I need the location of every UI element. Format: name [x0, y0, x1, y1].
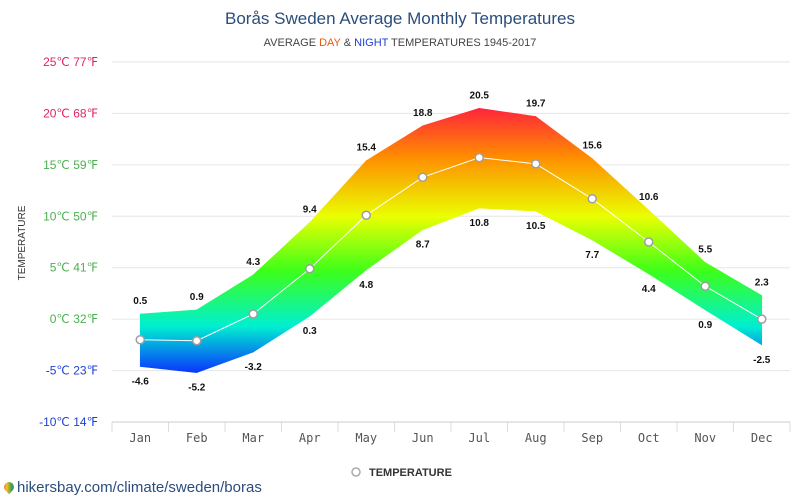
night-value-label: 0.9	[698, 320, 712, 331]
temperature-point[interactable]	[135, 334, 145, 345]
temperature-band	[139, 107, 763, 374]
day-value-label: 9.4	[303, 204, 317, 215]
temperature-band-segment	[591, 158, 650, 275]
y-tick-label: 5℃ 41℉	[50, 261, 98, 275]
x-tick-label: Apr	[299, 431, 321, 445]
y-tick-label: 15℃ 59℉	[43, 158, 98, 172]
x-axis-ticks: Jan Feb Mar Apr May Jun Jul Aug Sep Oct Nov Dec	[129, 431, 772, 445]
temperature-band-segment	[704, 262, 763, 346]
temperature-band-segment	[196, 274, 254, 374]
night-value-label: 7.7	[585, 250, 599, 261]
temperature-band-segment	[478, 107, 537, 212]
temperature-point[interactable]	[361, 210, 371, 221]
night-value-label: 10.5	[526, 221, 546, 232]
x-tick-label: Jun	[412, 431, 434, 445]
temperature-line-segment	[704, 285, 763, 320]
night-value-label: 4.8	[359, 280, 373, 291]
night-value-label: 0.3	[303, 326, 317, 337]
temperature-point[interactable]	[644, 237, 654, 247]
temperature-line-segment	[365, 176, 424, 216]
y-tick-label: 20℃ 68℉	[43, 106, 98, 120]
temperature-band-segment	[648, 209, 706, 311]
temperature-point[interactable]	[587, 194, 597, 204]
x-tick-label: Jul	[468, 431, 490, 445]
x-tick-label: Aug	[525, 431, 547, 445]
subtitle-suffix: TEMPERATURES 1945-2017	[388, 37, 536, 49]
temperature-point[interactable]	[531, 159, 541, 169]
temperature-point[interactable]	[700, 281, 710, 291]
temperature-line-segment	[591, 198, 650, 243]
y-tick-label: -10℃ 14℉	[39, 415, 98, 429]
location-pin-icon	[1, 479, 17, 495]
temperature-line-layer	[135, 152, 767, 346]
day-value-label: 4.3	[246, 257, 260, 268]
day-value-label: 0.5	[133, 296, 147, 307]
day-value-label: 15.4	[357, 143, 377, 154]
temperature-line-segment	[535, 163, 593, 200]
night-value-label: 8.7	[416, 240, 430, 251]
temperature-point[interactable]	[248, 309, 258, 319]
subtitle-prefix: AVERAGE	[264, 37, 319, 49]
source-text[interactable]: hikersbay.com/climate/sweden/boras	[17, 479, 262, 496]
day-value-label: 18.8	[413, 108, 433, 119]
temperature-line-segment	[422, 157, 480, 178]
x-tick-label: Mar	[242, 431, 264, 445]
x-tick-label: Dec	[751, 431, 773, 445]
temperature-line-segment	[196, 313, 254, 342]
day-value-label: 2.3	[755, 277, 769, 288]
day-value-label: 20.5	[470, 90, 490, 101]
x-tick-label: Oct	[638, 431, 660, 445]
subtitle-night: NIGHT	[354, 37, 389, 49]
y-tick-label: 0℃ 32℉	[50, 312, 98, 326]
x-tick-label: Sep	[581, 431, 603, 445]
y-axis-ticks: 25℃ 77℉ 20℃ 68℉ 15℃ 59℉ 10℃ 50℉ 5℃ 41℉ 0℃ 32℉…	[39, 55, 98, 429]
temperature-band-segment	[139, 309, 198, 373]
day-value-label: 19.7	[526, 99, 546, 110]
legend-marker	[351, 467, 361, 477]
temperature-point[interactable]	[418, 172, 428, 182]
x-tick-label: Feb	[186, 431, 208, 445]
night-value-label: -5.2	[188, 383, 206, 394]
temperature-point[interactable]	[192, 335, 202, 346]
subtitle-day: DAY	[319, 37, 341, 49]
temperature-band-segment	[252, 221, 311, 353]
temperature-point[interactable]	[305, 263, 315, 274]
legend[interactable]: TEMPERATURE	[351, 467, 452, 479]
temperature-line-segment	[140, 339, 197, 342]
y-tick-label: -5℃ 23℉	[46, 364, 98, 378]
day-value-label: 10.6	[639, 192, 659, 203]
x-tick-label: Jan	[129, 431, 151, 445]
y-tick-label: 10℃ 50℉	[43, 209, 98, 223]
temperature-band-segment	[422, 107, 480, 231]
y-tick-label: 25℃ 77℉	[43, 55, 98, 69]
night-value-label: -4.6	[132, 376, 150, 387]
x-tick-label: Nov	[694, 431, 716, 445]
chart-subtitle: AVERAGE DAY & NIGHT TEMPERATURES 1945-20…	[264, 37, 537, 49]
night-value-label: 4.4	[642, 284, 656, 295]
temperature-line-segment	[252, 268, 311, 315]
chart-title: Borås Sweden Average Monthly Temperature…	[225, 9, 575, 28]
temperature-point[interactable]	[757, 314, 767, 324]
temperature-line-segment	[479, 157, 536, 165]
x-tick-label: May	[355, 431, 377, 445]
source-link[interactable]: hikersbay.com/climate/sweden/boras	[1, 479, 262, 496]
night-value-label: 10.8	[470, 218, 490, 229]
temperature-line-segment	[309, 214, 367, 270]
day-value-label: 5.5	[698, 245, 712, 256]
night-value-label: -3.2	[245, 362, 263, 373]
legend-label[interactable]: TEMPERATURE	[369, 467, 452, 479]
temperature-band-segment	[309, 159, 367, 317]
temperature-line-segment	[648, 241, 706, 287]
temperature-point[interactable]	[474, 152, 484, 163]
subtitle-amp: &	[341, 37, 354, 49]
day-value-label: 0.9	[190, 292, 204, 303]
night-value-label: -2.5	[753, 355, 771, 366]
day-value-label: 15.6	[583, 141, 603, 152]
y-axis-label: TEMPERATURE	[17, 205, 28, 280]
data-labels: 0.5 0.9 4.3 9.4 15.4 18.8 20.5 19.7 15.6 10.6 5.5 2…	[132, 90, 771, 393]
